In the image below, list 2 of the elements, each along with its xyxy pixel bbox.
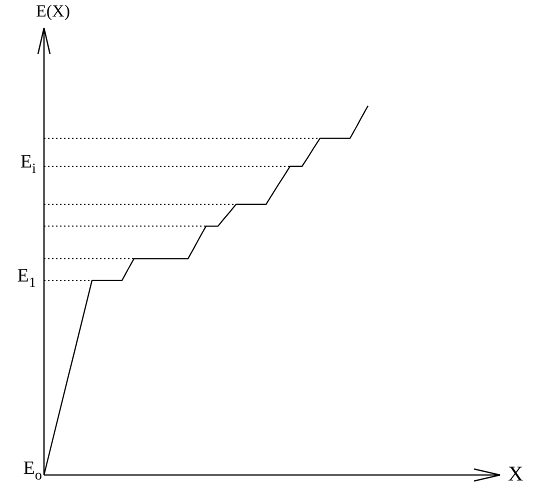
x-axis-title: X	[508, 462, 524, 486]
text: E(X)	[36, 1, 70, 20]
